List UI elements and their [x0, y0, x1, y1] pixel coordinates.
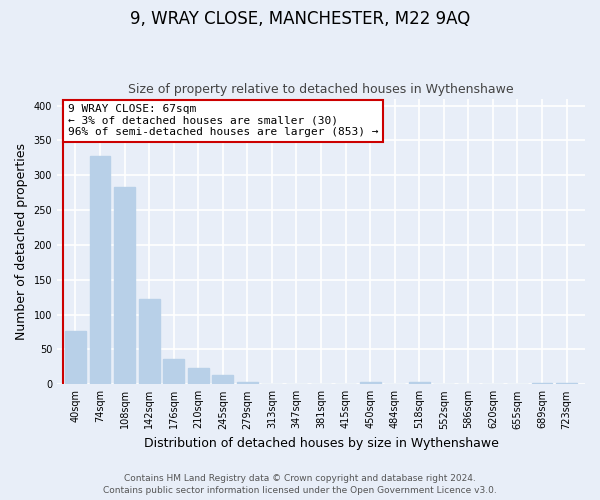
- Text: 9 WRAY CLOSE: 67sqm
← 3% of detached houses are smaller (30)
96% of semi-detache: 9 WRAY CLOSE: 67sqm ← 3% of detached hou…: [68, 104, 378, 138]
- Bar: [188, 368, 209, 384]
- Bar: [212, 374, 233, 384]
- Bar: [163, 358, 184, 384]
- Bar: [532, 383, 553, 384]
- Bar: [114, 187, 135, 384]
- Bar: [139, 300, 160, 384]
- Title: Size of property relative to detached houses in Wythenshawe: Size of property relative to detached ho…: [128, 83, 514, 96]
- Bar: [409, 382, 430, 384]
- Text: Contains HM Land Registry data © Crown copyright and database right 2024.
Contai: Contains HM Land Registry data © Crown c…: [103, 474, 497, 495]
- Bar: [237, 382, 258, 384]
- Bar: [359, 382, 380, 384]
- Bar: [65, 330, 86, 384]
- Bar: [89, 156, 110, 384]
- X-axis label: Distribution of detached houses by size in Wythenshawe: Distribution of detached houses by size …: [143, 437, 499, 450]
- Bar: [556, 383, 577, 384]
- Y-axis label: Number of detached properties: Number of detached properties: [15, 143, 28, 340]
- Text: 9, WRAY CLOSE, MANCHESTER, M22 9AQ: 9, WRAY CLOSE, MANCHESTER, M22 9AQ: [130, 10, 470, 28]
